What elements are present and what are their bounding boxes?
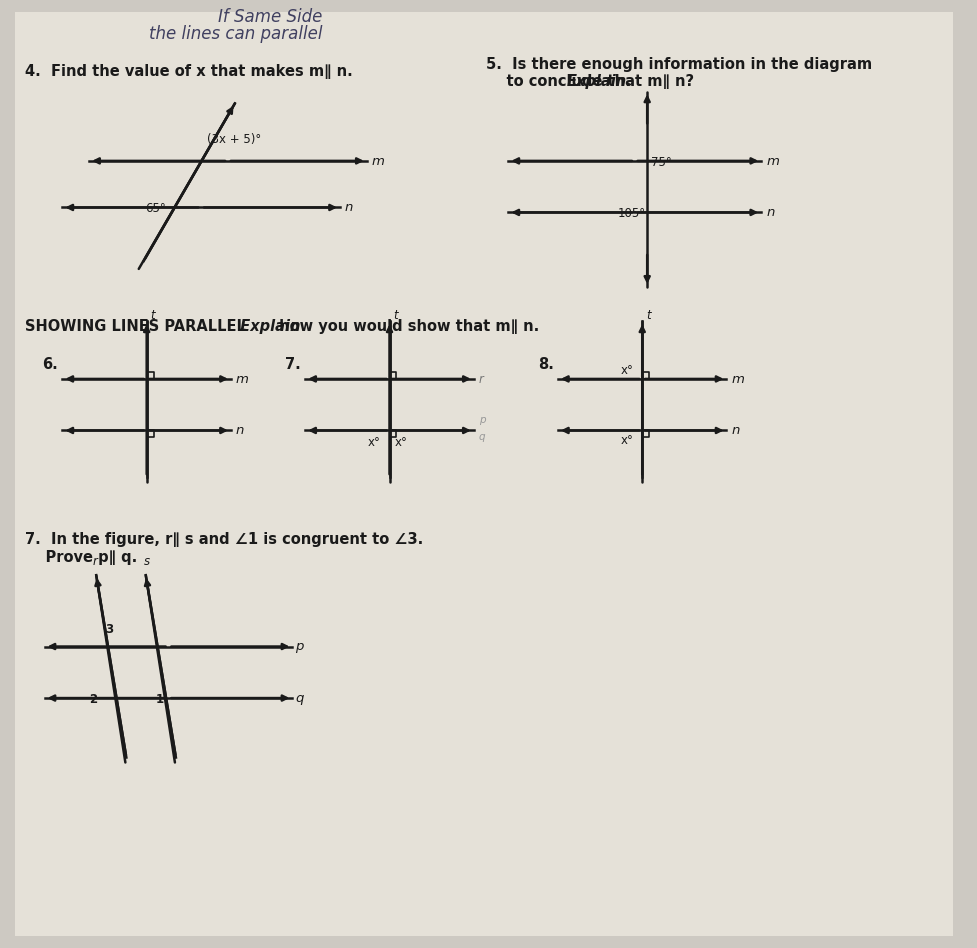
Text: p: p [295, 641, 304, 653]
Text: n: n [235, 425, 244, 437]
Text: 2: 2 [89, 693, 98, 706]
Text: x°: x° [367, 436, 381, 449]
Text: 1: 1 [155, 693, 164, 706]
Text: t: t [394, 309, 398, 322]
Text: m: m [766, 155, 779, 168]
Text: r: r [479, 373, 484, 386]
Text: If Same Side: If Same Side [218, 9, 322, 27]
Text: r: r [92, 556, 97, 568]
FancyBboxPatch shape [15, 12, 954, 936]
Text: m: m [732, 373, 744, 386]
Text: 6.: 6. [43, 357, 59, 372]
Text: 3: 3 [106, 623, 113, 636]
Text: to conclude that m∥ n?: to conclude that m∥ n? [486, 74, 699, 88]
Text: how you would show that m∥ n.: how you would show that m∥ n. [274, 319, 538, 335]
Text: 75°: 75° [651, 155, 672, 169]
Text: the lines can parallel: the lines can parallel [149, 25, 322, 43]
Text: s: s [144, 556, 149, 568]
Text: 4.  Find the value of x that makes m∥ n.: 4. Find the value of x that makes m∥ n. [24, 64, 353, 79]
Text: 8.: 8. [538, 357, 554, 372]
Text: 105°: 105° [617, 208, 646, 220]
Text: Explain.: Explain. [567, 74, 632, 88]
Text: q: q [295, 692, 304, 705]
Text: t: t [150, 309, 155, 322]
Text: n: n [766, 207, 775, 219]
Text: p: p [479, 414, 486, 425]
Text: m: m [235, 373, 249, 386]
Text: n: n [345, 201, 354, 214]
Text: Prove p∥ q.: Prove p∥ q. [24, 550, 137, 565]
Text: x°: x° [620, 434, 633, 447]
Text: n: n [732, 425, 740, 437]
Text: 5.  Is there enough information in the diagram: 5. Is there enough information in the di… [486, 57, 871, 72]
Text: 65°: 65° [145, 203, 165, 215]
Text: m: m [371, 155, 385, 168]
Text: 7.: 7. [285, 357, 301, 372]
Text: t: t [646, 309, 651, 322]
Text: q: q [479, 432, 486, 443]
Text: (3x + 5)°: (3x + 5)° [207, 133, 262, 146]
Text: x°: x° [620, 364, 633, 377]
Text: SHOWING LINES PARALLEL: SHOWING LINES PARALLEL [24, 319, 245, 335]
Text: Explain: Explain [230, 319, 300, 335]
Text: x°: x° [395, 436, 407, 449]
Text: 7.  In the figure, r∥ s and ∠1 is congruent to ∠3.: 7. In the figure, r∥ s and ∠1 is congrue… [24, 533, 423, 547]
